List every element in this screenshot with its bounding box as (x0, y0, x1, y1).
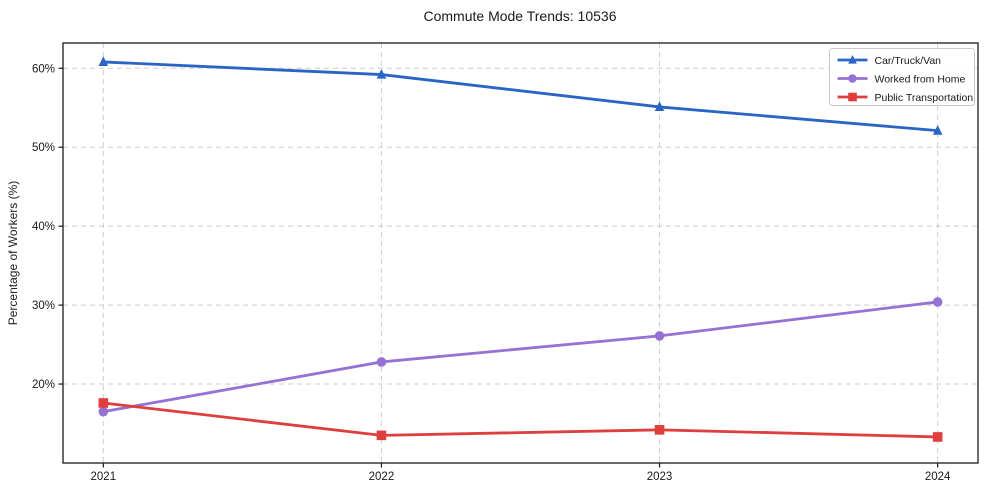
y-tick-label: 20% (32, 379, 55, 391)
data-point-marker (932, 297, 943, 307)
data-point-marker (848, 74, 857, 83)
y-tick-label: 40% (32, 221, 55, 233)
data-point-marker (98, 56, 109, 67)
series-line-worked-from-home (101, 300, 940, 414)
data-point-marker (654, 331, 665, 341)
grid-layer (63, 43, 978, 463)
y-tick-label: 30% (32, 300, 55, 312)
series-layer (98, 56, 943, 442)
series-line-public-transportation (101, 401, 940, 439)
legend-label: Car/Truck/Van (875, 55, 942, 67)
axes-layer: 20% 30% 40% 50% 60% 2021 2022 2023 2024 (32, 42, 979, 483)
data-point-marker (98, 398, 109, 408)
legend-label: Worked from Home (875, 73, 966, 85)
legend: Car/Truck/Van Worked from Home Public Tran… (829, 48, 975, 106)
x-tick-label: 2021 (91, 471, 117, 483)
data-point-marker (848, 55, 857, 64)
data-point-marker (932, 125, 943, 135)
series-line-car-truck-van (101, 60, 940, 133)
legend-label: Public Transportation (875, 92, 974, 104)
data-point-marker (932, 432, 943, 442)
chart-title: Commute Mode Trends: 10536 (424, 8, 617, 24)
data-point-marker (654, 425, 665, 435)
data-point-marker (654, 101, 665, 112)
data-point-marker (376, 69, 387, 79)
x-tick-label: 2022 (369, 471, 395, 483)
data-point-marker (848, 92, 857, 102)
data-point-marker (98, 406, 109, 417)
y-tick-label: 50% (32, 142, 55, 154)
x-tick-label: 2023 (647, 471, 673, 483)
data-point-marker (376, 430, 387, 441)
legend-box (829, 48, 975, 106)
plot-border (62, 42, 979, 464)
data-point-marker (376, 357, 387, 367)
x-tick-label: 2024 (925, 471, 951, 483)
y-axis-label: Percentage of Workers (%) (6, 181, 20, 326)
y-tick-label: 60% (32, 63, 55, 75)
